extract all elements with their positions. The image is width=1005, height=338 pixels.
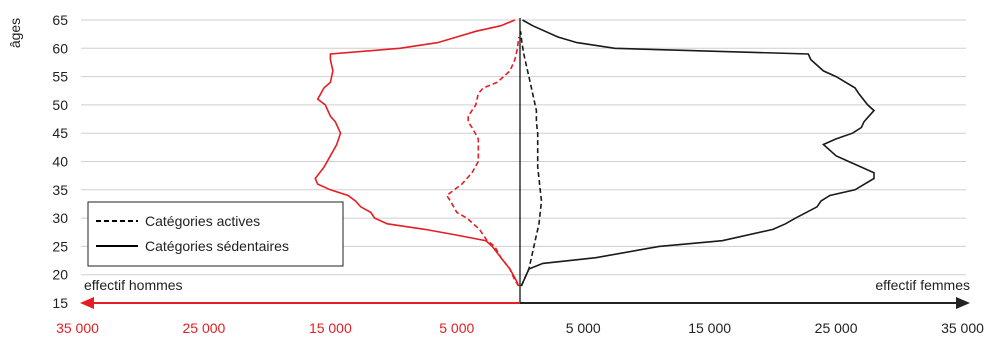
y-tick-15: 15 (52, 295, 68, 311)
x-tick-femmes: 5 000 (566, 320, 601, 336)
x-tick-hommes: 15 000 (309, 320, 352, 336)
y-tick-labels: 15 20 25 30 35 40 45 50 55 60 65 (52, 12, 68, 311)
series-hommes-actives (445, 36, 520, 287)
x-tick-labels: 35 000 25 000 15 000 5 000 5 000 15 000 25 000… (56, 320, 984, 336)
series-lines (314, 19, 876, 287)
x-tick-femmes: 25 000 (815, 320, 858, 336)
y-tick-25: 25 (52, 238, 68, 254)
x-tick-femmes: 15 000 (688, 320, 731, 336)
legend-label-sedentaires: Catégories sédentaires (145, 238, 289, 254)
x-tick-hommes: 5 000 (439, 320, 474, 336)
y-tick-40: 40 (52, 154, 68, 170)
y-tick-50: 50 (52, 97, 68, 113)
y-tick-35: 35 (52, 182, 68, 198)
y-tick-65: 65 (52, 12, 68, 28)
x-label-hommes: effectif hommes (84, 277, 183, 293)
arrow-left-icon (80, 297, 94, 309)
legend-box (87, 201, 344, 267)
x-label-femmes: effectif femmes (875, 277, 970, 293)
x-tick-femmes: 35 000 (941, 320, 984, 336)
x-tick-hommes: 35 000 (56, 320, 99, 336)
x-tick-hommes: 25 000 (183, 320, 226, 336)
y-tick-60: 60 (52, 40, 68, 56)
series-femmes-sedentaires (520, 19, 876, 287)
series-femmes-actives (519, 31, 543, 287)
series-hommes-sedentaires (314, 19, 520, 287)
y-axis-label: âges (7, 18, 23, 48)
y-tick-20: 20 (52, 267, 68, 283)
axes (80, 18, 970, 309)
arrow-right-icon (956, 297, 970, 309)
legend: Catégories actives Catégories sédentaire… (87, 201, 344, 267)
y-tick-30: 30 (52, 210, 68, 226)
y-tick-45: 45 (52, 125, 68, 141)
legend-label-actives: Catégories actives (145, 213, 260, 229)
y-tick-55: 55 (52, 69, 68, 85)
